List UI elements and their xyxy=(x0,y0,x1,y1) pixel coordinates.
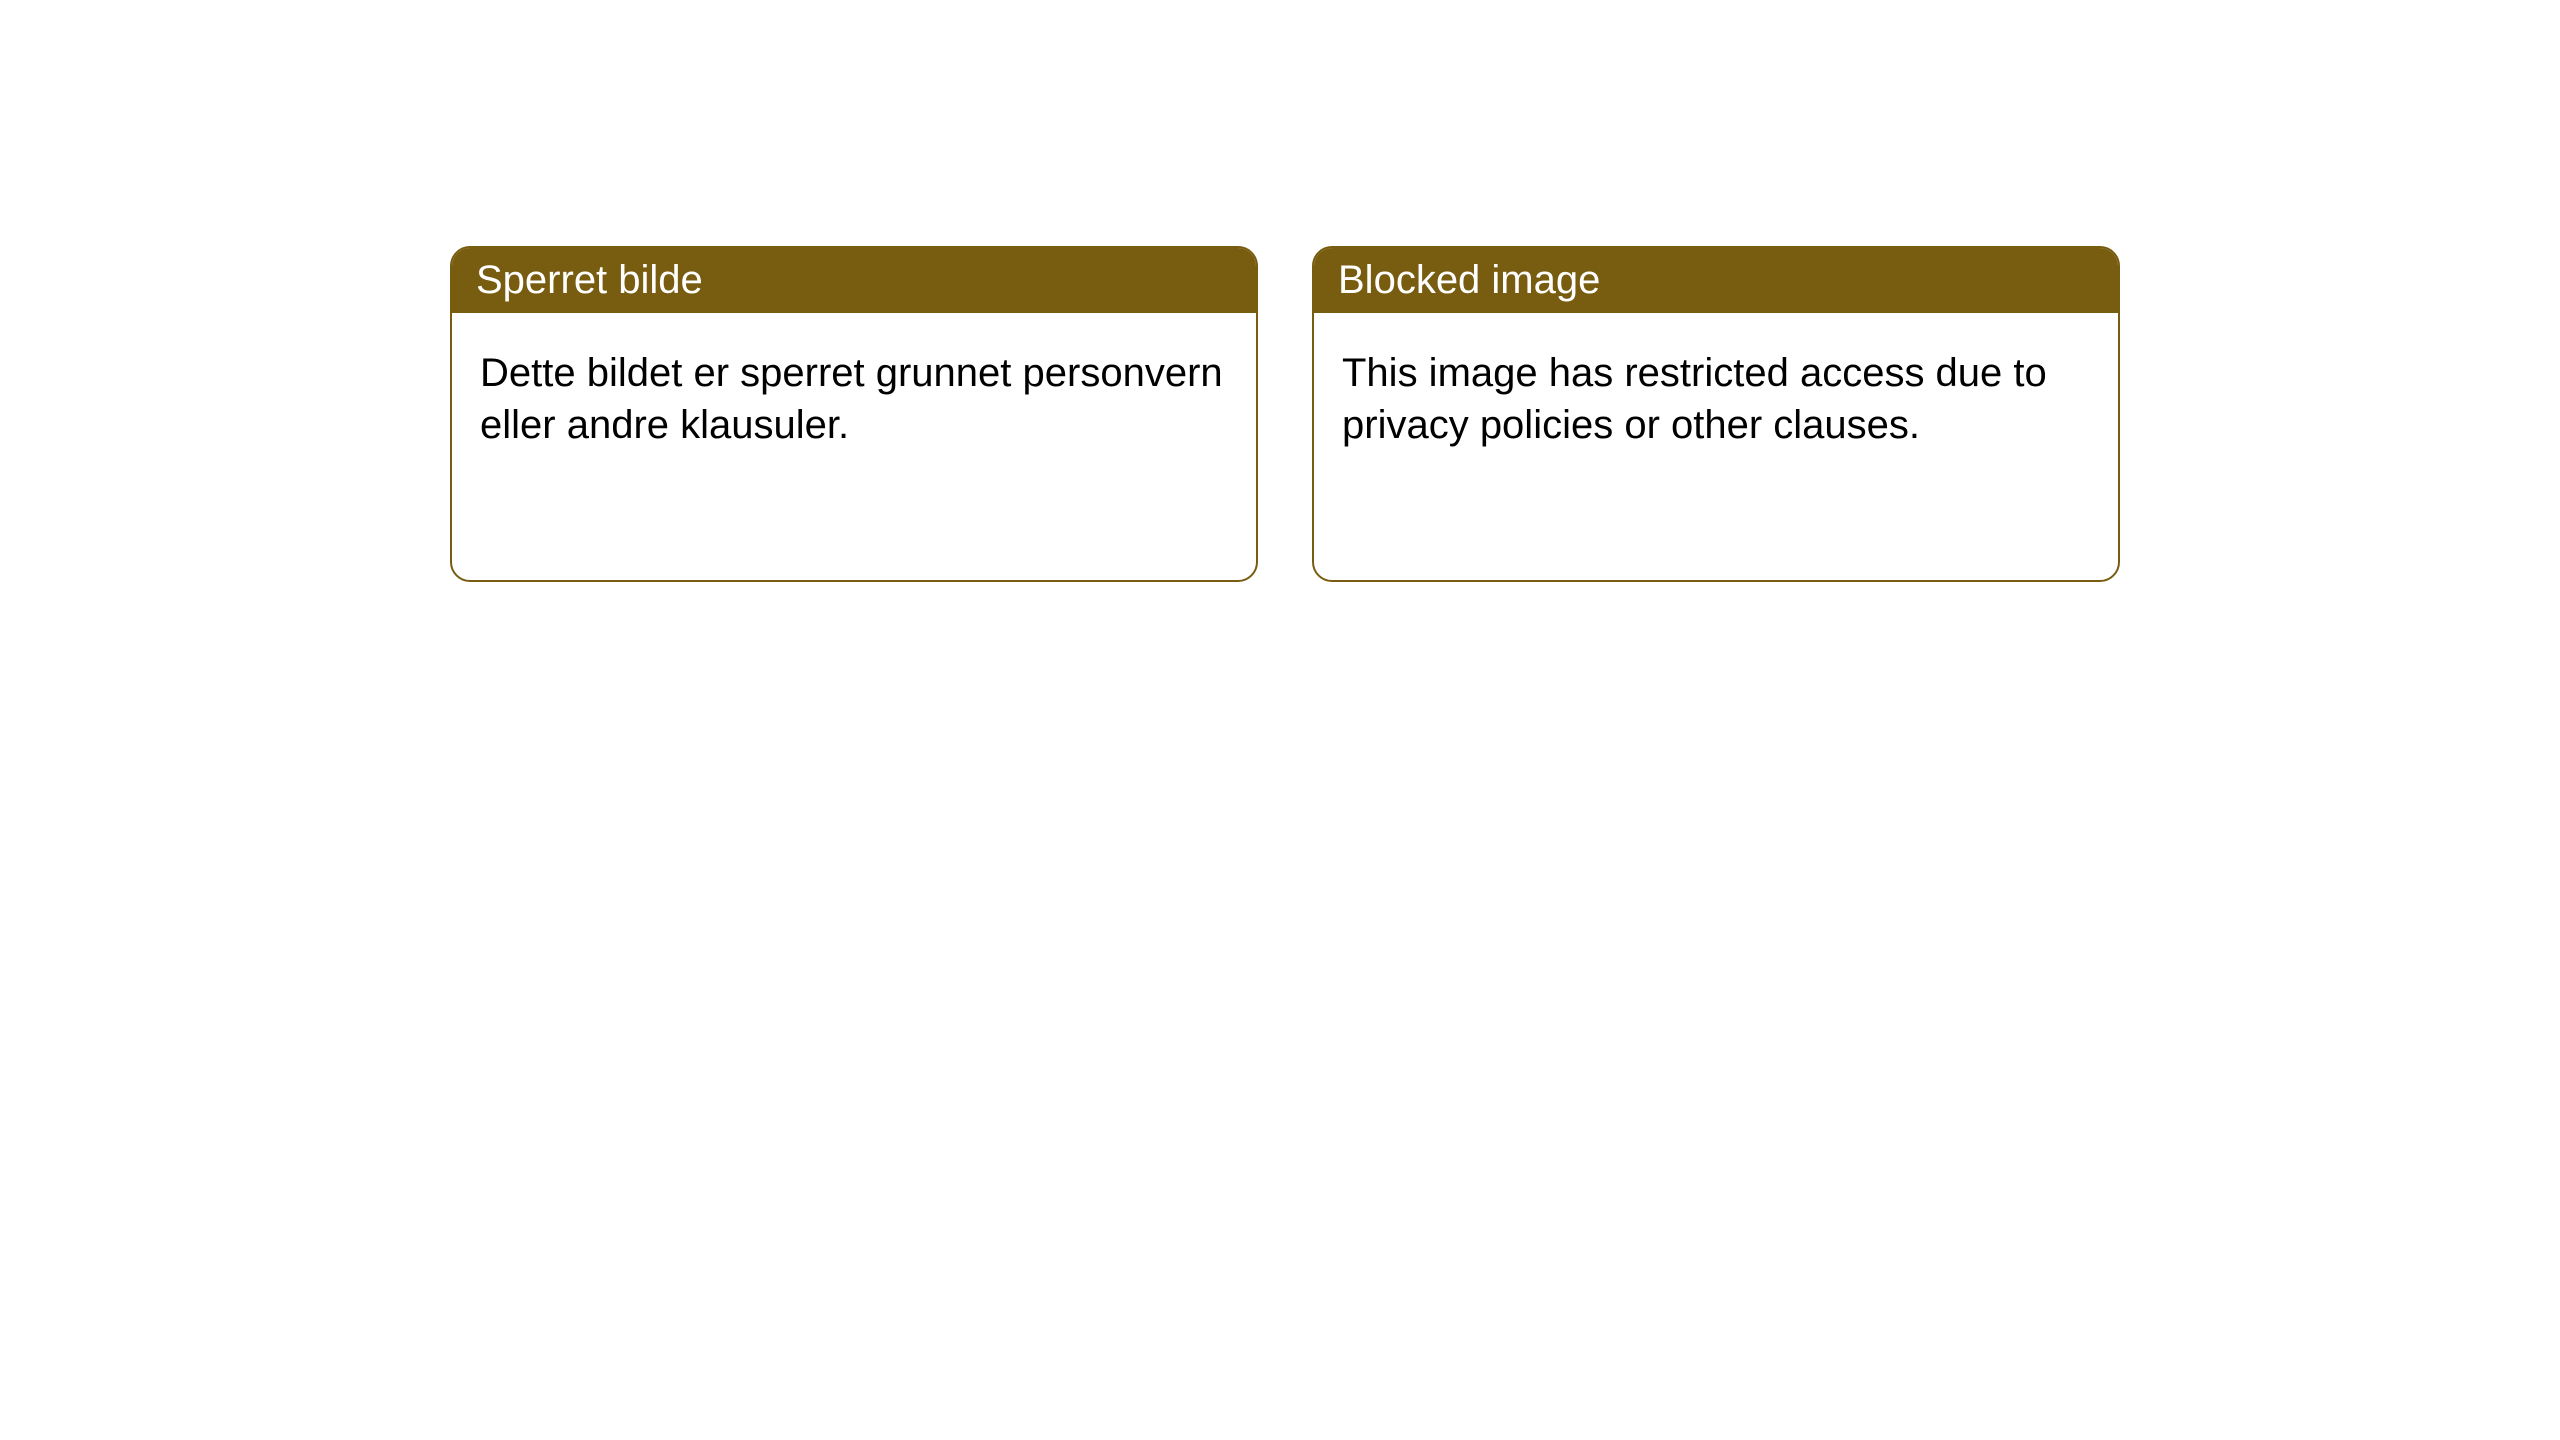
notice-card-english: Blocked image This image has restricted … xyxy=(1312,246,2120,582)
notice-body: Dette bildet er sperret grunnet personve… xyxy=(452,313,1256,485)
notice-body: This image has restricted access due to … xyxy=(1314,313,2118,485)
notice-card-norwegian: Sperret bilde Dette bildet er sperret gr… xyxy=(450,246,1258,582)
notice-cards-container: Sperret bilde Dette bildet er sperret gr… xyxy=(450,246,2120,582)
notice-header: Sperret bilde xyxy=(452,248,1256,313)
notice-header: Blocked image xyxy=(1314,248,2118,313)
